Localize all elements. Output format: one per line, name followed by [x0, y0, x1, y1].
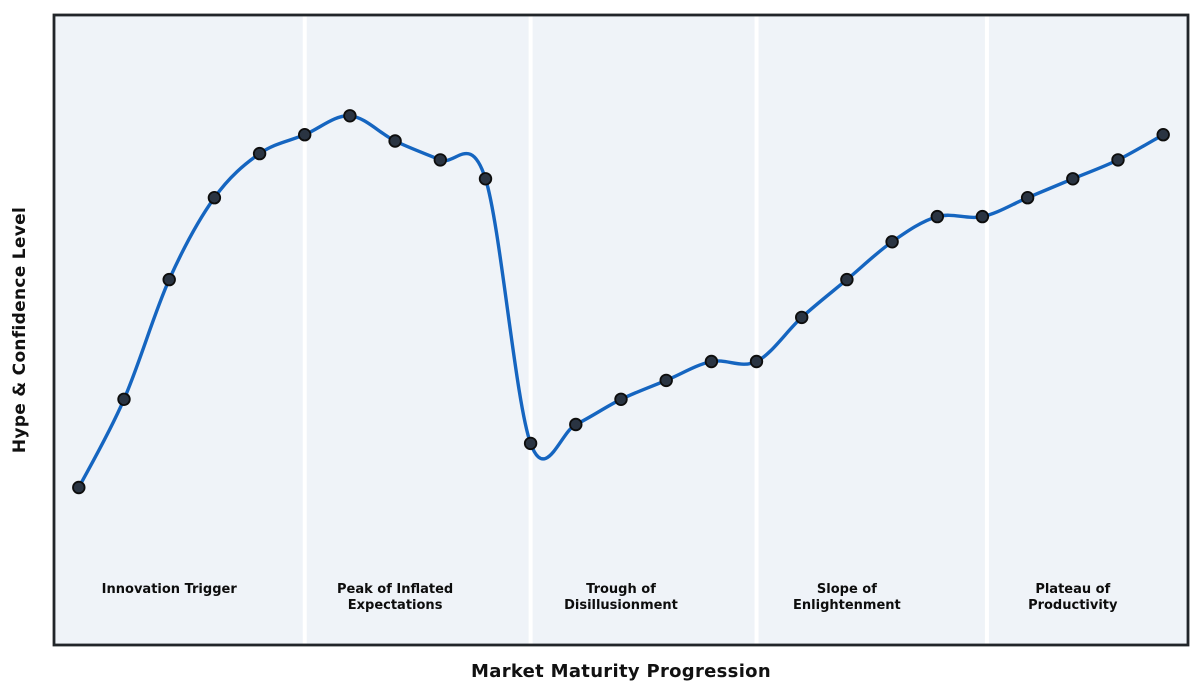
phase-label-line: Slope of — [816, 582, 877, 597]
data-point-6 — [298, 127, 312, 142]
data-point-19 — [885, 235, 899, 249]
phase-label-line: Expectations — [347, 597, 443, 613]
plot-background — [54, 15, 1188, 645]
x-axis-label: Market Maturity Progression — [471, 661, 771, 682]
data-point-21 — [975, 209, 990, 224]
data-point-22 — [1020, 190, 1035, 205]
phase-label-line: Plateau of — [1035, 582, 1111, 597]
data-point-17 — [795, 310, 809, 325]
phase-label-innovation-trigger: Innovation Trigger — [59, 582, 279, 598]
data-point-11 — [523, 436, 538, 451]
phase-label-line: Enlightenment — [793, 597, 901, 613]
phase-label-line: Peak of Inflated — [336, 582, 454, 597]
data-point-20 — [930, 209, 945, 224]
data-point-12 — [569, 417, 583, 432]
data-point-14 — [659, 373, 673, 388]
data-point-16 — [749, 354, 764, 369]
phase-label-trough-of-disillusionment: Trough of Disillusionment — [511, 582, 731, 613]
data-point-5 — [252, 146, 267, 161]
data-point-15 — [704, 354, 719, 369]
phase-label-line: Disillusionment — [564, 597, 678, 613]
plot-border — [52, 13, 1190, 647]
data-point-24 — [1111, 153, 1125, 167]
phase-label-slope-of-enlightenment: Slope of Enlightenment — [737, 582, 957, 613]
data-point-7 — [343, 109, 357, 123]
phase-label-peak-of-inflated-expectations: Peak of Inflated Expectations — [285, 582, 505, 613]
data-point-13 — [614, 392, 628, 407]
y-axis-label: Hype & Confidence Level — [10, 206, 30, 454]
data-point-3 — [162, 272, 176, 287]
data-point-9 — [433, 153, 448, 167]
data-point-10 — [478, 172, 493, 186]
data-point-2 — [117, 392, 131, 407]
phase-label-line: Trough of — [586, 582, 656, 597]
phase-label-line: Productivity — [1028, 597, 1118, 613]
phase-label-plateau-of-productivity: Plateau of Productivity — [963, 582, 1183, 613]
data-point-4 — [207, 190, 222, 205]
data-point-23 — [1066, 172, 1080, 186]
data-point-18 — [840, 272, 854, 287]
phase-label-line: Innovation Trigger — [101, 582, 237, 597]
data-point-25 — [1156, 127, 1170, 142]
data-point-8 — [388, 134, 402, 148]
data-point-1 — [72, 480, 86, 495]
